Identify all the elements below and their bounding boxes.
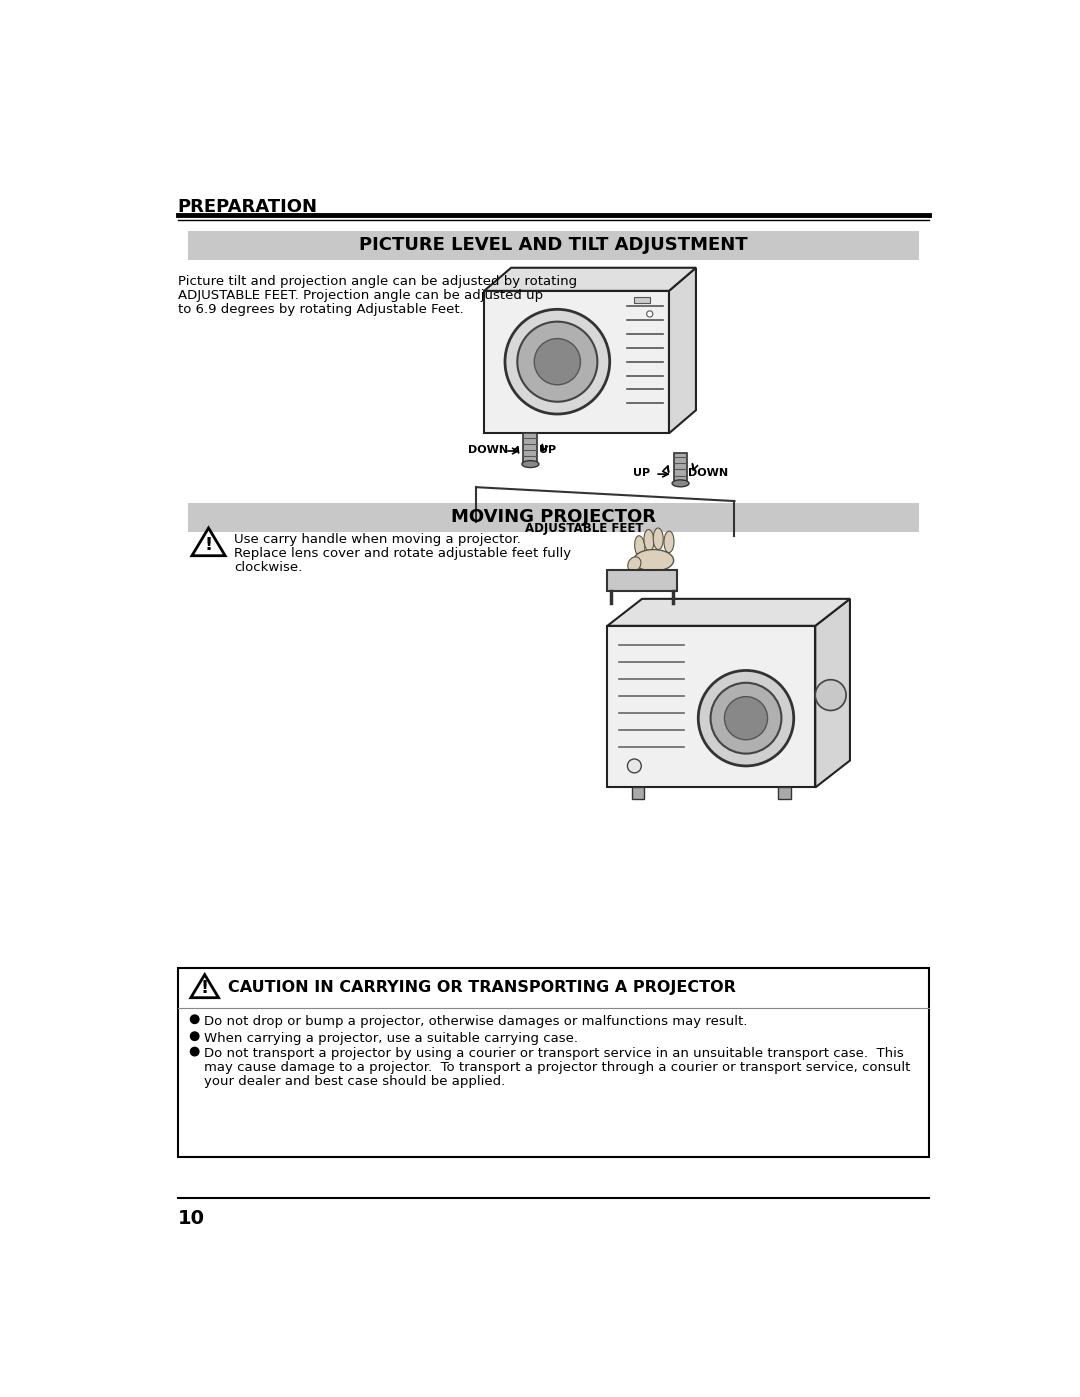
Ellipse shape — [644, 529, 654, 550]
Ellipse shape — [522, 461, 539, 468]
Bar — [779, 788, 791, 799]
Bar — [178, 968, 929, 1157]
Text: 10: 10 — [178, 1208, 205, 1228]
Text: PREPARATION: PREPARATION — [178, 198, 318, 217]
Bar — [524, 433, 538, 462]
Circle shape — [505, 309, 610, 414]
Bar — [188, 231, 919, 260]
Ellipse shape — [672, 481, 689, 486]
Text: MOVING PROJECTOR: MOVING PROJECTOR — [451, 509, 656, 527]
Bar — [607, 570, 677, 591]
Text: UP: UP — [539, 444, 556, 455]
Circle shape — [627, 759, 642, 773]
Bar — [634, 298, 650, 303]
Polygon shape — [191, 975, 218, 997]
Circle shape — [711, 683, 782, 753]
Polygon shape — [607, 599, 850, 626]
Text: When carrying a projector, use a suitable carrying case.: When carrying a projector, use a suitabl… — [204, 1031, 578, 1045]
Circle shape — [725, 697, 768, 740]
Circle shape — [190, 1032, 199, 1041]
Ellipse shape — [634, 549, 674, 571]
Ellipse shape — [664, 531, 674, 553]
Text: Do not transport a projector by using a courier or transport service in an unsui: Do not transport a projector by using a … — [204, 1046, 904, 1060]
Circle shape — [535, 338, 580, 384]
Text: ADJUSTABLE FEET. Projection angle can be adjusted up: ADJUSTABLE FEET. Projection angle can be… — [178, 289, 543, 302]
Text: !: ! — [204, 535, 213, 553]
Ellipse shape — [635, 535, 645, 557]
Polygon shape — [484, 291, 669, 433]
Polygon shape — [607, 626, 815, 788]
Circle shape — [647, 312, 652, 317]
Text: ADJUSTABLE FEET: ADJUSTABLE FEET — [525, 522, 644, 535]
Ellipse shape — [627, 557, 640, 571]
Circle shape — [190, 1016, 199, 1024]
Bar — [188, 503, 919, 532]
Text: PICTURE LEVEL AND TILT ADJUSTMENT: PICTURE LEVEL AND TILT ADJUSTMENT — [360, 236, 747, 254]
Circle shape — [517, 321, 597, 402]
Ellipse shape — [653, 528, 663, 549]
Polygon shape — [484, 268, 696, 291]
Circle shape — [815, 680, 846, 711]
Bar — [632, 788, 645, 799]
Text: CAUTION IN CARRYING OR TRANSPORTING A PROJECTOR: CAUTION IN CARRYING OR TRANSPORTING A PR… — [228, 979, 735, 995]
Text: DOWN: DOWN — [688, 468, 728, 478]
Polygon shape — [815, 599, 850, 788]
Polygon shape — [192, 528, 225, 556]
Circle shape — [699, 671, 794, 766]
Bar — [674, 453, 688, 482]
Text: Do not drop or bump a projector, otherwise damages or malfunctions may result.: Do not drop or bump a projector, otherwi… — [204, 1014, 747, 1028]
Text: Use carry handle when moving a projector.: Use carry handle when moving a projector… — [234, 534, 521, 546]
Text: clockwise.: clockwise. — [234, 562, 302, 574]
Text: Replace lens cover and rotate adjustable feet fully: Replace lens cover and rotate adjustable… — [234, 548, 571, 560]
Text: may cause damage to a projector.  To transport a projector through a courier or : may cause damage to a projector. To tran… — [204, 1060, 910, 1074]
Text: !: ! — [201, 979, 208, 997]
Text: UP: UP — [634, 468, 650, 478]
Text: DOWN: DOWN — [468, 444, 508, 455]
Text: your dealer and best case should be applied.: your dealer and best case should be appl… — [204, 1074, 505, 1088]
Polygon shape — [669, 268, 696, 433]
Text: Picture tilt and projection angle can be adjusted by rotating: Picture tilt and projection angle can be… — [178, 275, 577, 288]
Text: to 6.9 degrees by rotating Adjustable Feet.: to 6.9 degrees by rotating Adjustable Fe… — [178, 303, 463, 316]
Circle shape — [190, 1048, 199, 1056]
